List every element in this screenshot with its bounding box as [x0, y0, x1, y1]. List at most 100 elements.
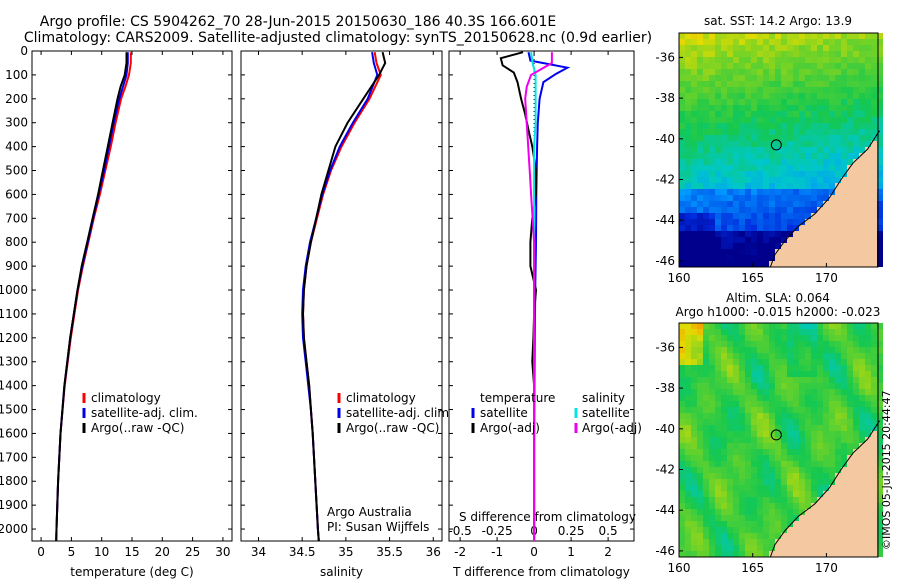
map-cell [817, 249, 823, 255]
map-cell [817, 219, 823, 225]
map-cell [721, 189, 727, 195]
map-cell [853, 129, 859, 135]
map-cell [709, 515, 715, 521]
x-tick-label: -1 [491, 545, 503, 559]
map-cell [757, 141, 763, 147]
map-cell [829, 261, 835, 267]
map-cell [751, 551, 757, 557]
map-cell [793, 213, 799, 219]
map-cell [697, 225, 703, 231]
map-cell [745, 201, 751, 207]
map-cell [709, 57, 715, 63]
legend-label: satellite-adj. clim. [91, 406, 198, 420]
map-cell [733, 75, 739, 81]
map-cell [769, 147, 775, 153]
map-cell [715, 147, 721, 153]
map-cell [709, 219, 715, 225]
map-cell [817, 87, 823, 93]
map-cell [871, 335, 877, 341]
map-cell [817, 335, 823, 341]
map-cell [781, 479, 787, 485]
map-cell [751, 443, 757, 449]
map-cell [841, 467, 847, 473]
map-cell [823, 39, 829, 45]
map-cell [697, 485, 703, 491]
map-cell [769, 419, 775, 425]
map-cell [751, 341, 757, 347]
map-cell [775, 177, 781, 183]
map-cell [709, 533, 715, 539]
map-frame [678, 32, 879, 268]
map-cell [781, 503, 787, 509]
map-cell [805, 431, 811, 437]
map-cell [745, 183, 751, 189]
map-cell [715, 389, 721, 395]
map-cell [685, 413, 691, 419]
map-cell [841, 545, 847, 551]
x-tick-label: 15 [124, 545, 139, 559]
map-cell [817, 449, 823, 455]
map-cell [775, 533, 781, 539]
map-cell [751, 129, 757, 135]
y-tick-label: 100 [5, 68, 28, 82]
map-cell [817, 407, 823, 413]
map-cell [733, 347, 739, 353]
map-cell [775, 503, 781, 509]
map-cell [835, 249, 841, 255]
map-cell [769, 371, 775, 377]
map-cell [877, 165, 883, 171]
map-cell [757, 449, 763, 455]
map-cell [703, 261, 709, 267]
map-cell [715, 437, 721, 443]
map-cell [877, 213, 883, 219]
map-cell [769, 395, 775, 401]
map-cell [721, 401, 727, 407]
map-cell [685, 105, 691, 111]
map-cell [853, 51, 859, 57]
map-cell [799, 443, 805, 449]
map-cell [697, 69, 703, 75]
map-cell [715, 195, 721, 201]
map-cell [757, 87, 763, 93]
map-cell [811, 135, 817, 141]
map-cell [727, 431, 733, 437]
map-cell [703, 455, 709, 461]
map-cell [745, 323, 751, 329]
map-cell [847, 177, 853, 183]
map-cell [865, 117, 871, 123]
map-cell [805, 395, 811, 401]
map-cell [691, 135, 697, 141]
map-cell [787, 153, 793, 159]
map-cell [859, 497, 865, 503]
map-cell [841, 111, 847, 117]
map-cell [799, 165, 805, 171]
map-cell [865, 87, 871, 93]
map-cell [817, 497, 823, 503]
map-cell [691, 431, 697, 437]
map-cell [757, 329, 763, 335]
map-cell [685, 431, 691, 437]
map-cell [865, 371, 871, 377]
map-cell [787, 473, 793, 479]
map-cell [817, 461, 823, 467]
map-cell [709, 413, 715, 419]
map-cell [835, 165, 841, 171]
map-cell [775, 329, 781, 335]
map-cell [787, 455, 793, 461]
map-cell [865, 141, 871, 147]
y-tick-label: 200 [5, 92, 28, 106]
map-cell [733, 249, 739, 255]
map-cell [697, 479, 703, 485]
map-cell [853, 383, 859, 389]
map-cell [817, 135, 823, 141]
map-cell [853, 443, 859, 449]
map-cell [709, 177, 715, 183]
map-cell [703, 497, 709, 503]
map-cell [685, 45, 691, 51]
map-cell [853, 201, 859, 207]
map-cell [823, 545, 829, 551]
map-cell [733, 353, 739, 359]
map-cell [751, 437, 757, 443]
map-cell [847, 437, 853, 443]
map-cell [739, 135, 745, 141]
